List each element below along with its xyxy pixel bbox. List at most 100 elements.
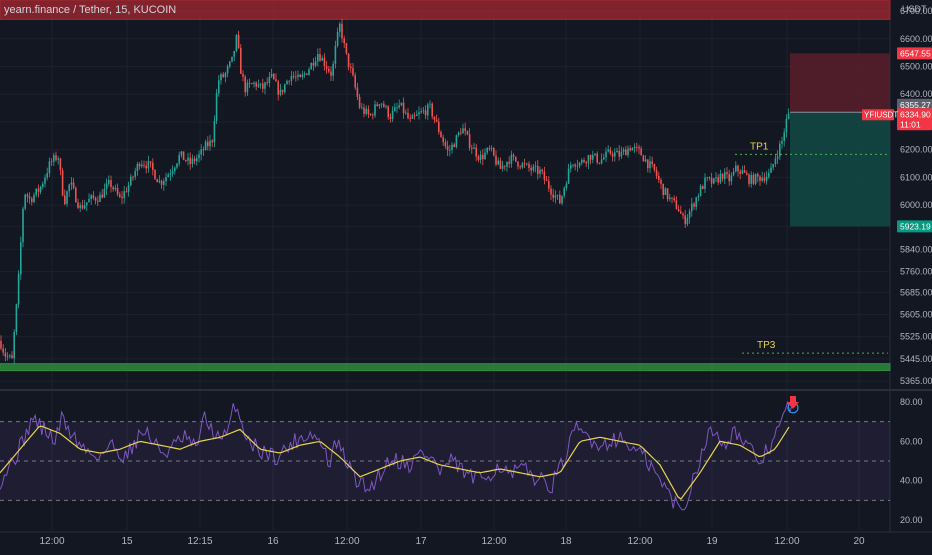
candle-body: [719, 173, 722, 183]
candle-body: [625, 149, 627, 156]
candle-body: [77, 202, 79, 208]
candle-body: [88, 199, 90, 203]
candle-body: [308, 69, 310, 75]
candle-body: [466, 130, 469, 135]
candle-body: [323, 57, 326, 67]
candle-body: [552, 194, 554, 198]
candle-body: [391, 110, 394, 119]
candle-body: [442, 137, 444, 143]
candle-body: [57, 158, 59, 160]
candle-body: [310, 63, 312, 70]
candle-body: [526, 163, 528, 165]
candle-body: [242, 73, 244, 77]
candle-body: [286, 80, 288, 85]
time-label: 12:00: [481, 536, 506, 547]
candle-body: [510, 154, 513, 164]
symbol-title[interactable]: yearn.finance / Tether, 15, KUCOIN: [4, 4, 177, 16]
price-axis[interactable]: 6700.006600.006500.006400.006300.006200.…: [862, 4, 932, 525]
candle-body: [343, 38, 345, 44]
candle-body: [336, 31, 339, 46]
candle-body: [402, 102, 405, 114]
candle-body: [229, 61, 231, 67]
candle-body: [649, 161, 651, 169]
candle-body: [152, 162, 154, 170]
candle-body: [275, 79, 277, 82]
candle-body: [743, 170, 746, 173]
candle-body: [257, 84, 260, 87]
candle-body: [543, 171, 546, 180]
candle-body: [427, 104, 429, 116]
candle-body: [554, 195, 557, 198]
levels: TP1 TP3: [735, 141, 888, 354]
candle-body: [240, 47, 242, 74]
candle-body: [596, 153, 598, 163]
time-axis[interactable]: 12:00 15 12:15 16 12:00 17 12:00 18 12:00 19 12:00…: [39, 536, 865, 547]
support-zone: [0, 363, 891, 372]
candle-body: [213, 120, 216, 143]
candle-body: [741, 170, 744, 174]
candle-body: [779, 143, 781, 157]
candle-body: [72, 182, 75, 188]
candle-body: [398, 105, 400, 108]
candle-body: [116, 188, 119, 195]
price-tick-label: 5525.00: [900, 332, 932, 342]
candle-body: [0, 340, 2, 349]
candle-body: [306, 73, 308, 75]
candle-body: [119, 194, 121, 197]
candle-body: [94, 197, 97, 201]
candle-body: [114, 188, 117, 190]
candle-body: [15, 304, 18, 333]
candle-body: [592, 154, 594, 160]
candle-body: [653, 164, 656, 170]
candle-body: [578, 162, 581, 166]
price-tick-label: 6100.00: [900, 172, 932, 182]
last-price-badge: [897, 108, 932, 131]
candle-body: [464, 128, 466, 131]
candle-body: [185, 160, 187, 161]
candle-body: [424, 110, 427, 116]
candle-body: [559, 194, 561, 204]
position-tool[interactable]: [790, 53, 890, 227]
candle-body: [662, 183, 664, 195]
candle-body: [521, 163, 524, 168]
candle-body: [66, 191, 68, 204]
target-zone: [790, 112, 890, 227]
price-tick-label: 6500.00: [900, 62, 932, 72]
candle-body: [277, 81, 279, 95]
stop-zone: [790, 53, 890, 113]
candle-body: [68, 184, 70, 192]
time-label: 15: [121, 536, 133, 547]
candle-body: [761, 177, 763, 181]
candle-body: [765, 176, 768, 181]
candle-body: [660, 179, 662, 184]
candle-body: [220, 74, 222, 81]
candle-body: [262, 83, 264, 89]
candle-body: [211, 140, 213, 143]
price-tick-label: 5760.00: [900, 267, 932, 277]
candle-body: [218, 80, 220, 94]
candle-body: [301, 74, 304, 78]
candle-body: [730, 175, 733, 182]
candle-body: [163, 181, 165, 185]
candle-body: [451, 144, 453, 150]
candle-body: [486, 148, 488, 153]
candle-body: [640, 148, 642, 156]
candle-body: [97, 200, 99, 202]
candle-body: [134, 171, 136, 177]
candle-body: [565, 183, 568, 189]
candle-body: [420, 111, 422, 113]
candle-body: [339, 23, 341, 32]
candle-body: [512, 154, 515, 157]
candle-body: [332, 63, 334, 76]
candle-body: [534, 165, 537, 167]
candle-body: [361, 107, 363, 109]
candle-body: [748, 174, 750, 184]
candle-body: [622, 149, 625, 152]
candle-body: [215, 93, 218, 121]
candle-body: [501, 165, 504, 169]
candle-body: [24, 194, 26, 209]
price-tick-label: 6600.00: [900, 34, 932, 44]
candle-body: [81, 205, 84, 209]
candle-body: [365, 108, 367, 114]
